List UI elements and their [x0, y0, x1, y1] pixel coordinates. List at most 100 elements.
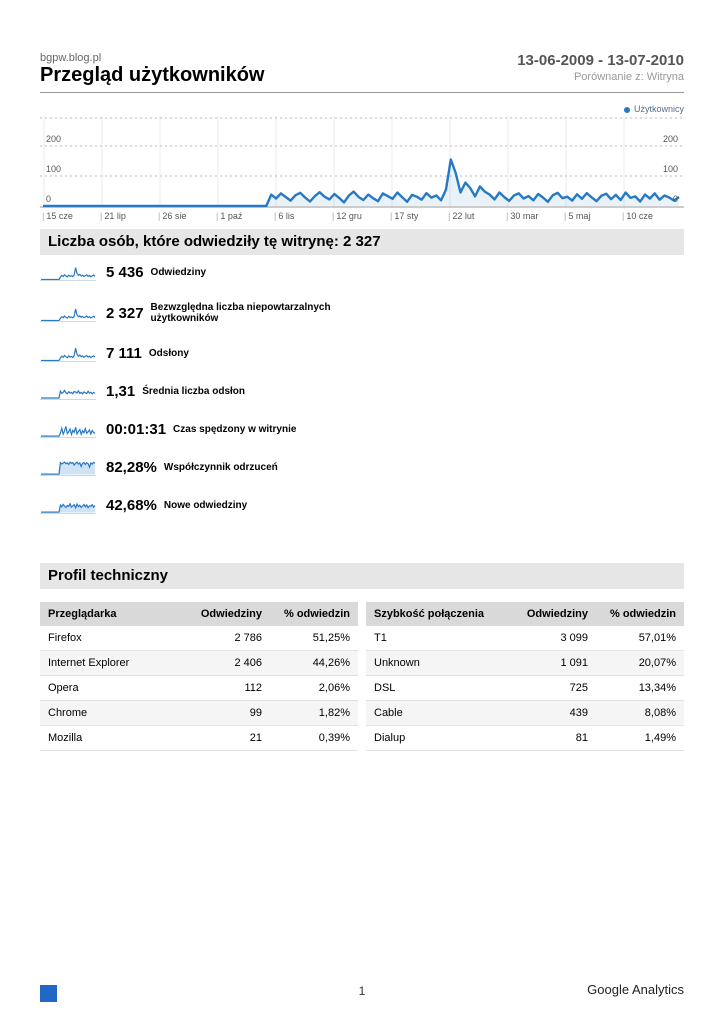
table-row: DSL 725 13,34% [366, 676, 684, 701]
table-row: Dialup 81 1,49% [366, 726, 684, 751]
percent-cell: 51,25% [312, 632, 350, 644]
x-axis-tick-label: 15 cze [46, 211, 73, 221]
metric-value: 2 327 [106, 304, 144, 322]
row-label-cell: Mozilla [48, 732, 83, 744]
legend-label: Użytkownicy [633, 104, 684, 114]
row-label-cell: Dialup [374, 732, 406, 744]
visits-cell: 99 [249, 707, 262, 719]
sparkline-svg [40, 502, 96, 514]
comparison-label: Porównanie z: Witryna [573, 71, 684, 83]
percent-cell: 13,34% [638, 682, 676, 694]
page-number: 1 [358, 984, 366, 998]
sparkline-svg [40, 347, 96, 362]
x-axis-tick: | 12 gru [332, 211, 362, 221]
metric-label: Nowe odwiedziny [163, 500, 248, 511]
row-label-cell: Internet Explorer [48, 657, 130, 669]
column-header: Szybkość połączenia [374, 608, 485, 620]
tick-mark: | [42, 211, 45, 221]
percent-cell: 1,82% [318, 707, 350, 719]
timeline-svg [40, 116, 684, 208]
x-axis-tick: | 5 maj [564, 211, 590, 221]
metric-value: 1,31 [106, 383, 136, 400]
date-range: 13-06-2009 - 13-07-2010 [517, 52, 684, 69]
column-header: % odwiedzin [284, 608, 350, 620]
x-axis-tick: | 26 sie [158, 211, 186, 221]
sparkline-svg [40, 426, 96, 438]
row-label-cell: T1 [374, 632, 387, 644]
metric-value: 42,68% [106, 497, 157, 514]
tick-mark: | [506, 211, 509, 221]
metric-label: Odwiedziny [150, 267, 207, 278]
x-axis-tick-label: 22 lut [452, 211, 475, 221]
page-title: Przegląd użytkowników [40, 64, 265, 86]
technical-tables: Przeglądarka Odwiedziny % odwiedzin Firefox… [40, 602, 684, 751]
tick-mark: | [448, 211, 451, 221]
visits-cell: 725 [569, 682, 588, 694]
column-header: % odwiedzin [610, 608, 676, 620]
technical-section-title: Profil techniczny [40, 563, 684, 589]
visits-cell: 3 099 [560, 632, 588, 644]
x-axis-tick-label: 21 lip [104, 211, 126, 221]
tick-mark: | [100, 211, 103, 221]
legend-dot-icon [623, 106, 630, 113]
visits-cell: 1 091 [560, 657, 588, 669]
x-axis-tick: | 30 mar [506, 211, 538, 221]
metric-row: 82,28% Współczynnik odrzuceń [40, 459, 684, 476]
visitors-timeline-chart: 0 0 100 100 200 200 | 15 cze | 21 lip | 26 sie | 1 pa… [40, 116, 684, 226]
percent-cell: 44,26% [312, 657, 350, 669]
tick-mark: | [158, 211, 161, 221]
x-axis-tick: | 10 cze [622, 211, 653, 221]
x-axis-tick: | 1 paź [216, 211, 242, 221]
x-axis-tick: | 15 cze [42, 211, 73, 221]
metric-sparkline [40, 305, 96, 322]
row-label-cell: Opera [48, 682, 79, 694]
sparkline-svg [40, 389, 96, 400]
metric-sparkline [40, 383, 96, 400]
metric-row: 42,68% Nowe odwiedziny [40, 497, 684, 514]
metric-row: 1,31 Średnia liczba odsłon [40, 383, 684, 400]
metric-value: 00:01:31 [106, 421, 167, 438]
x-axis-tick: | 21 lip [100, 211, 126, 221]
percent-cell: 2,06% [318, 682, 350, 694]
tick-mark: | [390, 211, 393, 221]
metric-label: Odsłony [148, 348, 189, 359]
y-axis-label-right: 100 [662, 164, 678, 174]
y-axis-label-left: 100 [46, 164, 62, 174]
table-row: Chrome 99 1,82% [40, 701, 358, 726]
table-row: T1 3 099 57,01% [366, 626, 684, 651]
y-axis-label-right: 200 [662, 134, 678, 144]
column-header: Odwiedziny [200, 608, 262, 620]
sparkline-svg [40, 267, 96, 281]
metrics-list: 5 436 Odwiedziny 2 327 Bezwzględna liczba n… [40, 264, 684, 535]
visits-cell: 112 [244, 682, 262, 694]
x-axis-tick-label: 5 maj [568, 211, 591, 221]
y-axis-label-left: 0 [46, 194, 52, 204]
metric-sparkline [40, 264, 96, 281]
chart-legend: Użytkownicy [40, 104, 684, 114]
table-row: Internet Explorer 2 406 44,26% [40, 651, 358, 676]
metric-value: 5 436 [106, 264, 144, 281]
tick-mark: | [216, 211, 219, 221]
x-axis-tick-label: 12 gru [336, 211, 362, 221]
footer-logo-block [40, 985, 57, 1002]
metric-row: 2 327 Bezwzględna liczba niepowtarzalnych… [40, 302, 684, 324]
visits-cell: 81 [575, 732, 588, 744]
x-axis-tick: | 6 lis [274, 211, 294, 221]
footer-brand: Google Analytics [587, 982, 684, 997]
header-right: 13-06-2009 - 13-07-2010 Porównanie z: Wi… [517, 52, 684, 83]
metric-sparkline [40, 497, 96, 514]
metric-sparkline [40, 459, 96, 476]
y-axis-label-left: 200 [46, 134, 62, 144]
metric-value: 82,28% [106, 459, 157, 476]
row-label-cell: Firefox [48, 632, 82, 644]
metric-value: 7 111 [106, 345, 142, 362]
percent-cell: 0,39% [318, 732, 350, 744]
data-table: Przeglądarka Odwiedziny % odwiedzin Firefox… [40, 602, 358, 751]
x-axis-tick: | 22 lut [448, 211, 474, 221]
table-header-row: Przeglądarka Odwiedziny % odwiedzin [40, 602, 358, 626]
tick-mark: | [564, 211, 567, 221]
site-name: bgpw.blog.pl [40, 52, 102, 64]
metric-label: Współczynnik odrzuceń [163, 462, 278, 473]
tick-mark: | [332, 211, 335, 221]
x-axis-tick-label: 30 mar [510, 211, 539, 221]
